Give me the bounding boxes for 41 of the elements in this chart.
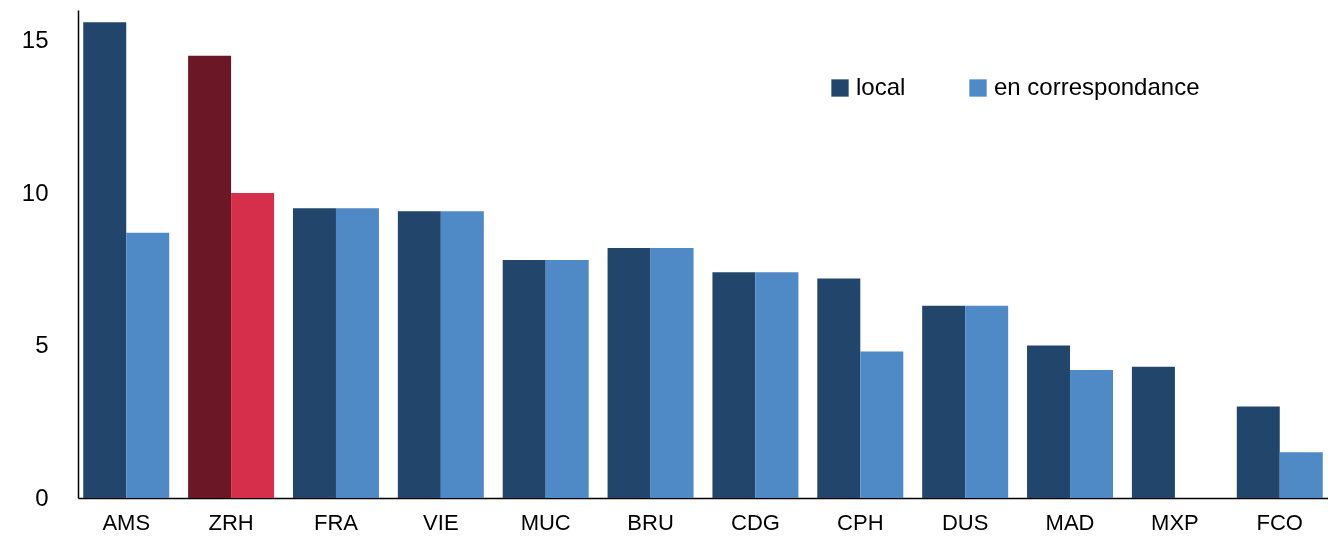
- bar: [712, 272, 756, 498]
- x-tick-label: VIE: [423, 509, 459, 535]
- bar: [1027, 345, 1071, 498]
- x-tick-label: CPH: [837, 509, 884, 535]
- bar: [817, 278, 861, 498]
- legend-label: local: [856, 73, 906, 100]
- bar: [126, 232, 170, 498]
- x-tick-label: CDG: [730, 509, 780, 535]
- bar: [965, 305, 1009, 498]
- bar: [545, 260, 589, 498]
- bar: [1279, 452, 1323, 498]
- bar: [292, 208, 336, 498]
- bar: [1236, 406, 1280, 498]
- x-tick-label: MUC: [520, 509, 571, 535]
- bar: [1131, 366, 1175, 498]
- y-tick-label: 5: [35, 331, 49, 358]
- bar: [607, 247, 651, 498]
- bar: [755, 272, 799, 498]
- x-tick-label: DUS: [941, 509, 989, 535]
- y-tick-label: 0: [35, 483, 49, 511]
- x-tick-label: BRU: [627, 509, 674, 535]
- bar: [440, 211, 484, 498]
- bar: [188, 55, 232, 498]
- x-tick-label: ZRH: [208, 509, 254, 535]
- bar: [502, 260, 546, 498]
- bar: [397, 211, 441, 498]
- x-tick-label: MAD: [1045, 509, 1095, 535]
- y-tick-label: 10: [21, 178, 49, 206]
- bar: [860, 351, 904, 498]
- bar: [335, 208, 379, 498]
- bar: [83, 22, 127, 498]
- legend-label: en correspondance: [994, 73, 1200, 100]
- bar: [231, 193, 275, 498]
- y-tick-label: 15: [21, 26, 49, 53]
- bar: [922, 305, 966, 498]
- x-tick-label: AMS: [102, 509, 151, 535]
- x-tick-label: MXP: [1151, 509, 1199, 535]
- bar: [650, 247, 694, 498]
- bar: [1070, 369, 1114, 498]
- x-tick-label: FRA: [313, 509, 359, 535]
- x-tick-label: FCO: [1256, 509, 1303, 535]
